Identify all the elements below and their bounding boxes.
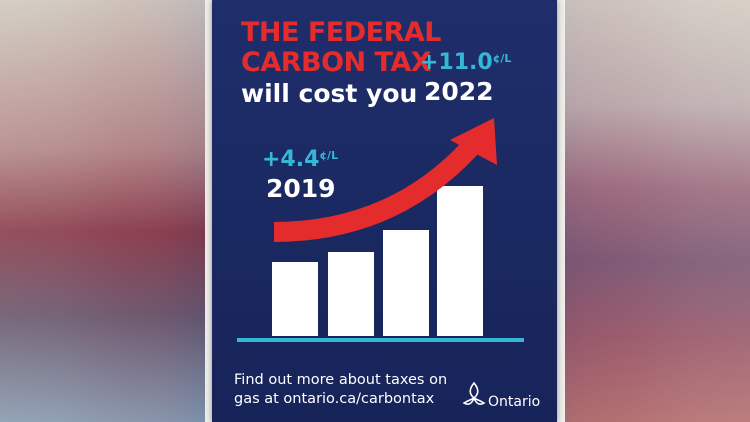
arrow-head-icon [450,118,497,165]
start-label: +4.4¢/L 2019 [262,147,338,203]
footer-text: Find out more about taxes on gas at onta… [234,371,447,409]
rising-arrow-icon [273,141,478,242]
bar-1 [272,262,318,336]
headline: THE FEDERAL CARBON TAX will cost you [241,17,442,110]
trillium-logo-icon [462,381,486,405]
start-year: 2019 [266,174,336,203]
end-year: 2022 [424,77,494,106]
headline-line-3: will cost you [241,79,418,108]
start-amount: +4.4 [262,147,320,172]
rising-bar-graphic [237,118,524,342]
bar-2 [328,252,374,336]
footer-line-2: gas at ontario.ca/carbontax [234,391,435,407]
headline-line-1: THE FEDERAL [241,17,442,48]
end-unit: ¢/L [492,52,512,65]
start-unit: ¢/L [319,149,339,162]
end-label: +11.0¢/L 2022 [420,50,511,106]
end-amount: +11.0 [420,50,493,75]
bar-3 [383,230,429,336]
bar-4 [437,186,483,336]
ontario-logo-text: Ontario [488,394,541,410]
headline-line-2: CARBON TAX [241,47,432,78]
footer-line-1: Find out more about taxes on [234,372,448,388]
